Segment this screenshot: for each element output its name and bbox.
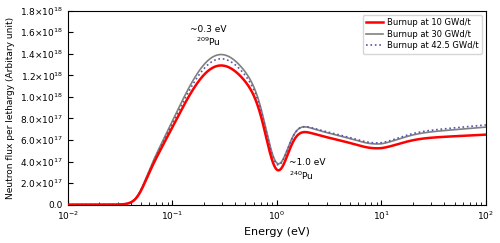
Line: Burnup at 42.5 GWd/t: Burnup at 42.5 GWd/t <box>68 59 486 205</box>
Burnup at 42.5 GWd/t <box>475 124 481 127</box>
Burnup at 30 GWd/t <box>218 53 224 56</box>
Text: ~1.0 eV
$^{240}$Pu: ~1.0 eV $^{240}$Pu <box>289 158 326 182</box>
Burnup at 10 GWd/t <box>218 64 224 67</box>
Burnup at 42.5 GWd/t <box>430 129 436 131</box>
Legend: Burnup at 10 GWd/t, Burnup at 30 GWd/t, Burnup at 42.5 GWd/t: Burnup at 10 GWd/t, Burnup at 30 GWd/t, … <box>362 15 482 54</box>
Burnup at 30 GWd/t <box>112 203 118 206</box>
Y-axis label: Neutron flux per lethargy (Arbitary unit): Neutron flux per lethargy (Arbitary unit… <box>6 17 15 199</box>
X-axis label: Energy (eV): Energy (eV) <box>244 227 310 237</box>
Burnup at 42.5 GWd/t <box>112 203 118 206</box>
Burnup at 42.5 GWd/t <box>65 203 71 206</box>
Burnup at 42.5 GWd/t <box>244 76 250 78</box>
Burnup at 10 GWd/t <box>65 203 71 206</box>
Burnup at 10 GWd/t <box>244 82 250 85</box>
Burnup at 42.5 GWd/t <box>226 59 232 62</box>
Burnup at 30 GWd/t <box>244 72 250 75</box>
Burnup at 10 GWd/t <box>475 134 481 137</box>
Burnup at 30 GWd/t <box>483 126 489 129</box>
Burnup at 30 GWd/t <box>138 189 143 192</box>
Burnup at 10 GWd/t <box>430 136 436 139</box>
Burnup at 42.5 GWd/t <box>218 57 224 60</box>
Burnup at 10 GWd/t <box>226 66 232 69</box>
Burnup at 10 GWd/t <box>483 133 489 136</box>
Line: Burnup at 10 GWd/t: Burnup at 10 GWd/t <box>68 65 486 205</box>
Burnup at 30 GWd/t <box>226 55 232 58</box>
Burnup at 30 GWd/t <box>65 203 71 206</box>
Burnup at 30 GWd/t <box>475 126 481 129</box>
Text: ~0.3 eV
$^{209}$Pu: ~0.3 eV $^{209}$Pu <box>190 25 226 48</box>
Burnup at 10 GWd/t <box>138 190 143 193</box>
Burnup at 10 GWd/t <box>112 203 118 206</box>
Burnup at 30 GWd/t <box>430 130 436 133</box>
Line: Burnup at 30 GWd/t: Burnup at 30 GWd/t <box>68 54 486 205</box>
Burnup at 42.5 GWd/t <box>138 190 143 193</box>
Burnup at 42.5 GWd/t <box>483 123 489 126</box>
